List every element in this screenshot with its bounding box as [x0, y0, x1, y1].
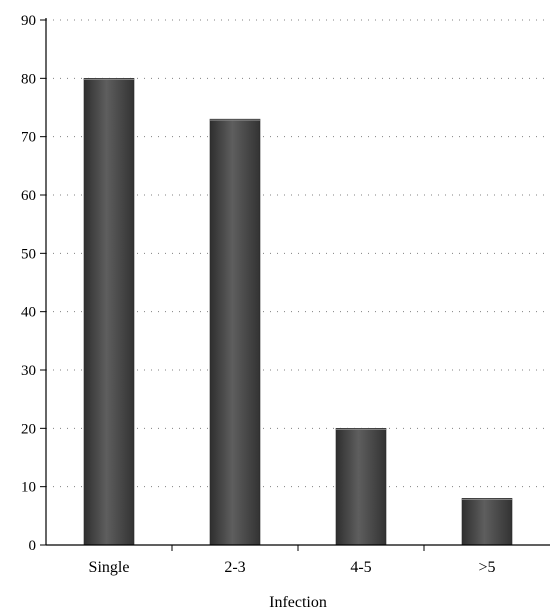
y-tick-label: 90 — [21, 13, 36, 29]
y-tick-label: 70 — [21, 130, 36, 146]
y-tick-label: 10 — [21, 480, 36, 496]
y-tick-label: 0 — [29, 538, 37, 554]
x-tick-label: 2-3 — [224, 559, 245, 576]
bar — [461, 498, 513, 546]
y-tick-label: 20 — [21, 421, 36, 437]
x-tick-label: Single — [89, 559, 130, 576]
x-tick-label: >5 — [478, 559, 495, 576]
bar — [83, 78, 135, 546]
bars — [83, 78, 513, 546]
y-tick-label: 80 — [21, 71, 36, 87]
bar — [335, 428, 387, 546]
y-tick-label: 50 — [21, 246, 36, 262]
x-axis-label: Infection — [269, 594, 327, 611]
axes — [40, 18, 550, 551]
x-tick-label: 4-5 — [350, 559, 371, 576]
y-tick-label: 60 — [21, 188, 36, 204]
bar — [209, 118, 261, 546]
y-tick-labels: 0 10 20 30 40 50 60 70 80 90 — [21, 13, 36, 554]
y-tick-label: 40 — [21, 305, 36, 321]
x-tick-labels: Single 2-3 4-5 >5 — [89, 559, 496, 576]
y-tick-label: 30 — [21, 363, 36, 379]
